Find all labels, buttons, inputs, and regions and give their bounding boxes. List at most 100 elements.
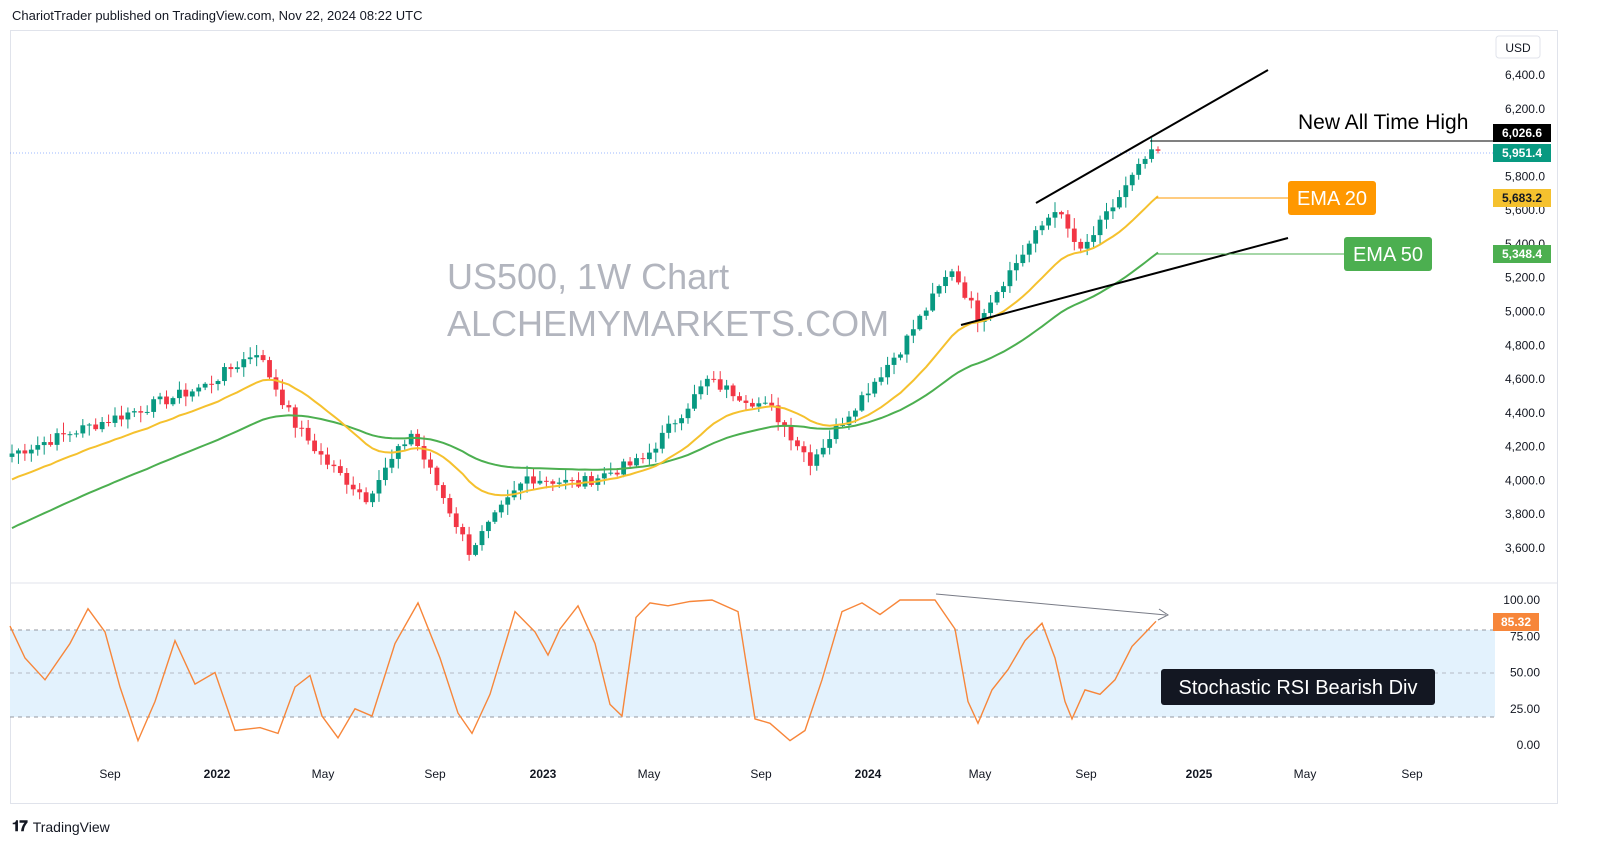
candle-body <box>949 271 955 277</box>
candle-body <box>215 381 221 385</box>
candle-body <box>318 451 324 455</box>
candle-body <box>428 459 433 468</box>
candle-body <box>357 489 363 493</box>
candle-body <box>859 395 865 411</box>
candle-body <box>93 424 99 430</box>
candle-body <box>923 310 929 316</box>
candle-body <box>402 444 408 447</box>
stoch-div-annotation-box[interactable] <box>1161 669 1435 705</box>
candle-body <box>730 385 736 397</box>
candle-body <box>421 446 427 460</box>
candle-body <box>930 293 936 311</box>
ema20-price-tag <box>1493 189 1551 207</box>
ema20-annotation-box[interactable] <box>1288 181 1376 215</box>
candle-body <box>1136 163 1142 175</box>
candle-body <box>962 282 968 298</box>
stoch-rsi-line <box>9 599 1157 743</box>
candle-body <box>1091 235 1097 242</box>
candle-body <box>73 433 79 435</box>
price-tick-label: 4,400.0 <box>1505 406 1545 420</box>
ema50-price-tag-text: 5,348.4 <box>1502 247 1542 261</box>
candle-body <box>827 439 833 448</box>
candle-body <box>1071 228 1077 242</box>
price-axis[interactable]: USD 6,400.06,200.05,800.05,600.05,400.05… <box>1493 35 1551 752</box>
ema50-line <box>11 251 1159 529</box>
candle-body <box>692 394 697 409</box>
candle-body <box>138 411 144 413</box>
candle-body <box>415 433 421 447</box>
candle-body <box>640 458 646 460</box>
candle-body <box>904 335 910 355</box>
candle-body <box>898 354 903 358</box>
stoch-tick-label: 100.00 <box>1503 593 1540 607</box>
candle-body <box>840 424 845 426</box>
currency-button[interactable] <box>1495 35 1541 59</box>
candle-body <box>389 458 395 468</box>
candle-body <box>1065 214 1071 229</box>
stoch-tick-label: 0.00 <box>1517 738 1541 752</box>
candle-body <box>518 483 524 491</box>
price-tick-label: 4,000.0 <box>1505 473 1545 487</box>
stoch-value-tag <box>1493 613 1539 631</box>
candle-body <box>975 300 981 323</box>
divergence-arrow-line[interactable] <box>935 593 1167 616</box>
price-tick-label: 4,800.0 <box>1505 338 1545 352</box>
candle-body <box>286 405 292 408</box>
lower-trendline[interactable] <box>960 237 1289 326</box>
candle-body <box>589 476 594 485</box>
candle-body <box>910 329 916 336</box>
candle-body <box>183 389 189 397</box>
candle-body <box>254 355 260 358</box>
footer: 𝟏𝟕 TradingView <box>12 818 110 835</box>
candle-body <box>376 480 382 494</box>
ema50-annotation-box[interactable] <box>1344 237 1432 271</box>
candle-body <box>41 442 47 446</box>
candle-body <box>28 449 34 454</box>
candle-body <box>1013 263 1019 271</box>
candle-body <box>280 389 285 406</box>
candles <box>9 138 1161 561</box>
candle-body <box>1020 254 1026 264</box>
candle-body <box>383 467 388 481</box>
candle-body <box>724 385 730 390</box>
price-pane[interactable]: US500, 1W Chart ALCHEMYMARKETS.COM New A… <box>9 69 1495 561</box>
time-tick-label: Sep <box>750 767 772 781</box>
stoch-value-tag-text: 85.32 <box>1501 615 1531 629</box>
candle-body <box>608 472 614 474</box>
candle-body <box>1123 185 1129 198</box>
candle-body <box>994 292 1000 303</box>
candle-body <box>820 447 826 455</box>
candle-body <box>1149 149 1154 159</box>
time-tick-label: May <box>638 767 661 781</box>
candle-body <box>292 407 298 428</box>
candle-body <box>61 433 66 435</box>
candle-body <box>814 454 820 466</box>
candle-body <box>189 391 195 397</box>
candle-body <box>131 411 137 413</box>
candle-body <box>492 512 498 522</box>
stoch-rsi-pane[interactable]: Stochastic RSI Bearish Div <box>9 593 1495 743</box>
candle-body <box>228 367 234 370</box>
candle-body <box>981 313 987 323</box>
price-tick-label: 5,800.0 <box>1505 169 1545 183</box>
upper-trendline[interactable] <box>1035 69 1269 204</box>
candle-body <box>704 378 710 387</box>
candle-body <box>151 399 157 412</box>
candle-body <box>885 364 890 378</box>
time-axis[interactable]: Sep 2022 May Sep 2023 May Sep 2024 May Sep 2025 May… <box>99 767 1423 781</box>
candle-body <box>968 297 974 301</box>
ath-annotation[interactable]: New All Time High <box>1298 111 1468 134</box>
candle-body <box>943 276 948 287</box>
candle-body <box>337 466 343 473</box>
candle-body <box>144 411 150 413</box>
candle-body <box>556 482 562 484</box>
candle-body <box>80 425 86 434</box>
ath-price-tag <box>1493 124 1551 142</box>
price-tick-label: 6,200.0 <box>1505 102 1545 116</box>
candle-body <box>601 473 607 479</box>
candle-body <box>769 402 775 406</box>
candle-body <box>48 442 54 445</box>
candle-body <box>756 403 762 407</box>
price-tick-label: 4,600.0 <box>1505 372 1545 386</box>
